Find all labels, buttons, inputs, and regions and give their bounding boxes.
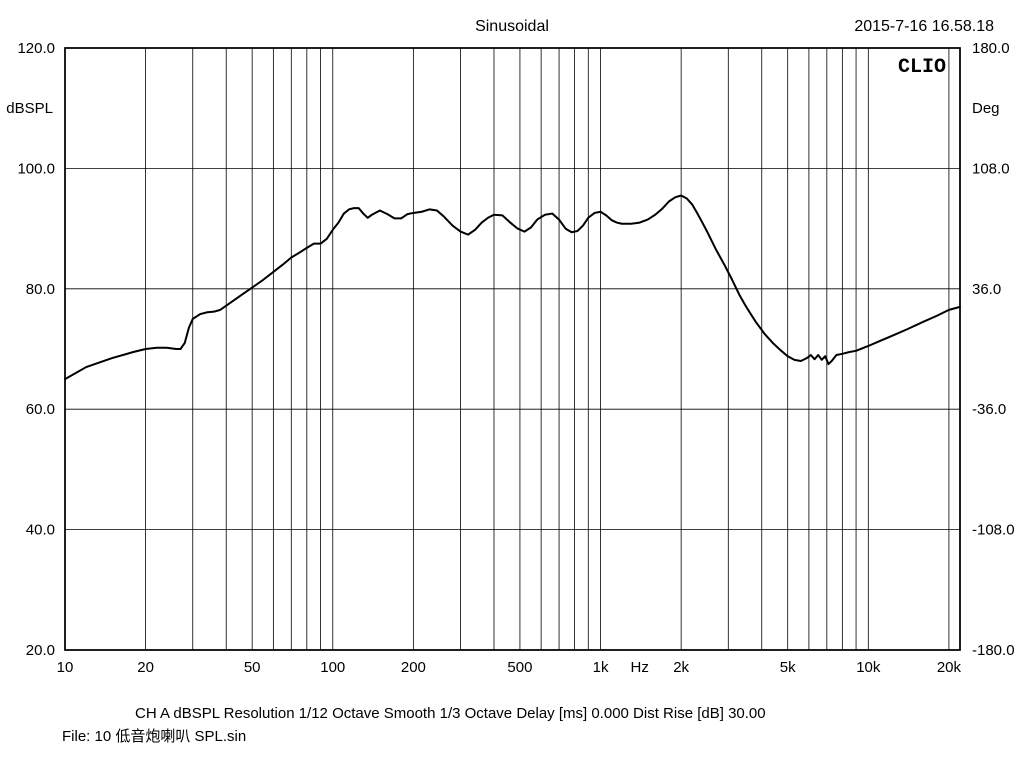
- svg-text:-180.0: -180.0: [972, 642, 1015, 659]
- svg-text:40.0: 40.0: [26, 522, 55, 539]
- svg-text:-36.0: -36.0: [972, 401, 1006, 418]
- svg-text:CLIO: CLIO: [898, 56, 946, 79]
- svg-text:60.0: 60.0: [26, 401, 55, 418]
- chart-footer-file: File: 10 低音炮喇叭 SPL.sin: [62, 725, 246, 746]
- frequency-response-chart: 10 20 50 100 200 500 1k 2k 5k 10k 20k Hz 20.0 40.0 60.…: [0, 0, 1024, 768]
- chart-footer-params: CH A dBSPL Resolution 1/12 Octave Smooth…: [135, 705, 766, 722]
- svg-text:-108.0: -108.0: [972, 522, 1015, 539]
- svg-text:2k: 2k: [673, 659, 689, 676]
- svg-text:Deg: Deg: [972, 100, 1000, 117]
- svg-text:20: 20: [137, 659, 154, 676]
- svg-text:50: 50: [244, 659, 261, 676]
- svg-text:108.0: 108.0: [972, 160, 1010, 177]
- svg-text:500: 500: [507, 659, 532, 676]
- svg-text:10k: 10k: [856, 659, 881, 676]
- svg-text:Hz: Hz: [630, 659, 648, 676]
- svg-text:200: 200: [401, 659, 426, 676]
- svg-text:80.0: 80.0: [26, 281, 55, 298]
- svg-text:5k: 5k: [780, 659, 796, 676]
- svg-text:100.0: 100.0: [17, 160, 55, 177]
- svg-text:20.0: 20.0: [26, 642, 55, 659]
- svg-text:120.0: 120.0: [17, 40, 55, 57]
- svg-text:180.0: 180.0: [972, 40, 1010, 57]
- svg-text:1k: 1k: [593, 659, 609, 676]
- svg-text:10: 10: [57, 659, 74, 676]
- svg-text:36.0: 36.0: [972, 281, 1001, 298]
- svg-text:100: 100: [320, 659, 345, 676]
- svg-text:20k: 20k: [937, 659, 962, 676]
- svg-text:dBSPL: dBSPL: [6, 100, 53, 117]
